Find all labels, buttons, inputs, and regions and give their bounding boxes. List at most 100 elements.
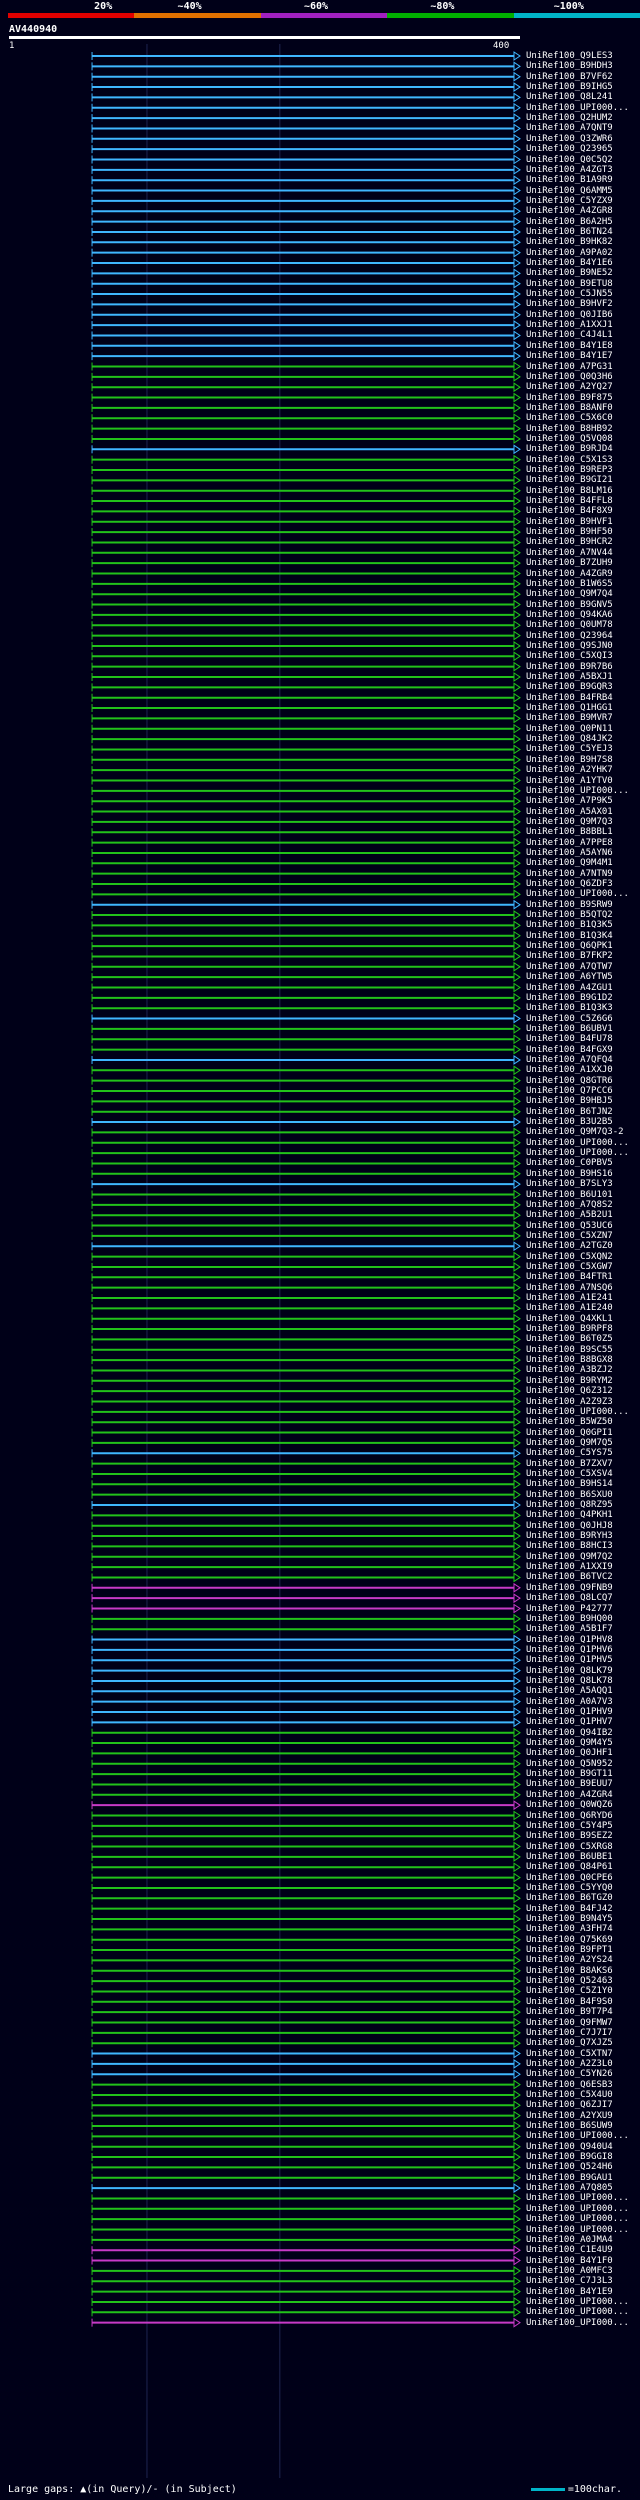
hit-label[interactable]: UniRef100_A2YS24 (526, 1955, 613, 1966)
hit-label[interactable]: UniRef100_Q0JHJ8 (526, 1520, 613, 1531)
hit-label[interactable]: UniRef100_B1Q3K5 (526, 920, 613, 931)
hit-label[interactable]: UniRef100_B8ANF0 (526, 402, 613, 413)
hit-label[interactable]: UniRef100_B9H7S8 (526, 754, 613, 765)
hit-label[interactable]: UniRef100_C0PBV5 (526, 1158, 613, 1169)
hit-label[interactable]: UniRef100_Q2HUM2 (526, 113, 613, 124)
hit-label[interactable]: UniRef100_A7QFQ4 (526, 1054, 613, 1065)
hit-label[interactable]: UniRef100_B4F8X9 (526, 506, 613, 517)
hit-label[interactable]: UniRef100_Q1PHV9 (526, 1707, 613, 1717)
hit-label[interactable]: UniRef100_UPI000... (526, 785, 629, 796)
hit-label[interactable]: UniRef100_B9GQR3 (526, 682, 613, 693)
hit-label[interactable]: UniRef100_B9GI21 (526, 475, 613, 486)
hit-label[interactable]: UniRef100_C5XGW7 (526, 1261, 613, 1272)
hit-label[interactable]: UniRef100_A3FH74 (526, 1924, 613, 1935)
hit-label[interactable]: UniRef100_Q6QPK1 (526, 941, 613, 952)
hit-label[interactable]: UniRef100_Q9M4Y5 (526, 1738, 613, 1749)
hit-label[interactable]: UniRef100_B9ETU8 (526, 278, 613, 289)
hit-label[interactable]: UniRef100_A1E240 (526, 1303, 613, 1314)
hit-label[interactable]: UniRef100_C5YEJ3 (526, 744, 613, 755)
hit-label[interactable]: UniRef100_Q6ZJI7 (526, 2100, 613, 2111)
hit-label[interactable]: UniRef100_B6U101 (526, 1189, 613, 1200)
hit-label[interactable]: UniRef100_Q9FMW7 (526, 2017, 613, 2028)
hit-label[interactable]: UniRef100_B9RYH3 (526, 1531, 613, 1542)
hit-label[interactable]: UniRef100_Q5VQ08 (526, 433, 613, 444)
hit-label[interactable]: UniRef100_B9HVF2 (526, 299, 613, 310)
hit-label[interactable]: UniRef100_B9G1D2 (526, 992, 613, 1003)
hit-label[interactable]: UniRef100_A4ZGR8 (526, 206, 613, 217)
hit-label[interactable]: UniRef100_B9GAU1 (526, 2172, 613, 2183)
hit-label[interactable]: UniRef100_C5X1S3 (526, 454, 613, 465)
hit-label[interactable]: UniRef100_B7ZXV7 (526, 1458, 613, 1469)
hit-label[interactable]: UniRef100_Q8LK79 (526, 1665, 613, 1676)
hit-label[interactable]: UniRef100_B4Y1E7 (526, 351, 613, 362)
hit-label[interactable]: UniRef100_B4Y1E9 (526, 2286, 613, 2297)
hit-label[interactable]: UniRef100_A7NSQ6 (526, 1282, 613, 1293)
hit-label[interactable]: UniRef100_B5WZ50 (526, 1417, 613, 1428)
hit-label[interactable]: UniRef100_Q94KA6 (526, 609, 613, 620)
hit-label[interactable]: UniRef100_B9HDH3 (526, 61, 613, 72)
hit-label[interactable]: UniRef100_C5XRG8 (526, 1841, 613, 1852)
hit-label[interactable]: UniRef100_B9GGI8 (526, 2152, 613, 2163)
hit-label[interactable]: UniRef100_UPI000... (526, 102, 629, 113)
hit-label[interactable]: UniRef100_B8HB92 (526, 423, 613, 434)
hit-label[interactable]: UniRef100_P42777 (526, 1603, 613, 1614)
hit-label[interactable]: UniRef100_Q1PHV7 (526, 1717, 613, 1728)
hit-label[interactable]: UniRef100_Q9M7Q4 (526, 589, 613, 600)
hit-label[interactable]: UniRef100_B1Q3K4 (526, 930, 613, 941)
hit-label[interactable]: UniRef100_Q0CPE6 (526, 1872, 613, 1883)
hit-label[interactable]: UniRef100_B9SEZ2 (526, 1831, 613, 1842)
hit-label[interactable]: UniRef100_Q1PHV6 (526, 1644, 613, 1655)
hit-label[interactable]: UniRef100_UPI000... (526, 1148, 629, 1159)
hit-label[interactable]: UniRef100_A4ZGT3 (526, 164, 613, 175)
hit-label[interactable]: UniRef100_B9FPT1 (526, 1945, 613, 1956)
hit-label[interactable]: UniRef100_Q9M7Q3 (526, 816, 613, 827)
hit-label[interactable]: UniRef100_C5YYQ0 (526, 1882, 613, 1893)
hit-label[interactable]: UniRef100_A4ZGR9 (526, 568, 613, 579)
hit-label[interactable]: UniRef100_A1YTV0 (526, 775, 613, 786)
hit-label[interactable]: UniRef100_A7QTW7 (526, 961, 613, 972)
hit-label[interactable]: UniRef100_A5B2U1 (526, 1210, 613, 1221)
hit-label[interactable]: UniRef100_B9EUU7 (526, 1779, 613, 1790)
hit-label[interactable]: UniRef100_UPI000... (526, 889, 629, 900)
hit-label[interactable]: UniRef100_C7J3L3 (526, 2276, 613, 2287)
hit-label[interactable]: UniRef100_Q52463 (526, 1976, 613, 1987)
hit-label[interactable]: UniRef100_B4FTR1 (526, 1272, 613, 1283)
hit-label[interactable]: UniRef100_B9R7B6 (526, 661, 613, 672)
hit-label[interactable]: UniRef100_B9HS16 (526, 1168, 613, 1179)
hit-label[interactable]: UniRef100_Q6RYD6 (526, 1810, 613, 1821)
hit-label[interactable]: UniRef100_Q8LK78 (526, 1675, 613, 1686)
hit-label[interactable]: UniRef100_B4Y1F0 (526, 2255, 613, 2266)
hit-label[interactable]: UniRef100_C7J7I7 (526, 2027, 613, 2038)
hit-label[interactable]: UniRef100_A1XXJ0 (526, 1065, 613, 1076)
hit-label[interactable]: UniRef100_B3U2B5 (526, 1117, 613, 1128)
hit-label[interactable]: UniRef100_B9HCR2 (526, 537, 613, 548)
hit-label[interactable]: UniRef100_B1Q3K3 (526, 1003, 613, 1014)
hit-label[interactable]: UniRef100_Q7XJZ5 (526, 2038, 613, 2049)
hit-label[interactable]: UniRef100_A7PPE8 (526, 837, 613, 848)
hit-label[interactable]: UniRef100_C4J4L1 (526, 330, 613, 341)
hit-label[interactable]: UniRef100_B9T7P4 (526, 2007, 613, 2018)
hit-label[interactable]: UniRef100_Q94IB2 (526, 1727, 613, 1738)
hit-label[interactable]: UniRef100_A5B1F7 (526, 1624, 613, 1635)
hit-label[interactable]: UniRef100_Q7PCC6 (526, 1086, 613, 1096)
hit-label[interactable]: UniRef100_A0JMA4 (526, 2234, 613, 2245)
hit-label[interactable]: UniRef100_B6SUW9 (526, 2121, 613, 2131)
hit-label[interactable]: UniRef100_C5X6C0 (526, 413, 613, 424)
hit-label[interactable]: UniRef100_B6TGZ0 (526, 1893, 613, 1904)
hit-label[interactable]: UniRef100_B1A9R9 (526, 175, 613, 186)
hit-label[interactable]: UniRef100_UPI000... (526, 2203, 629, 2214)
hit-label[interactable]: UniRef100_A7P9K5 (526, 796, 613, 807)
hit-label[interactable]: UniRef100_B9HS14 (526, 1479, 613, 1490)
hit-label[interactable]: UniRef100_B6TN24 (526, 226, 613, 237)
hit-label[interactable]: UniRef100_B9F875 (526, 392, 613, 403)
hit-label[interactable]: UniRef100_B9REP3 (526, 465, 613, 475)
hit-label[interactable]: UniRef100_A1XXI9 (526, 1562, 613, 1573)
hit-label[interactable]: UniRef100_B6UBV1 (526, 1023, 613, 1034)
hit-label[interactable]: UniRef100_B7VF62 (526, 71, 613, 82)
hit-label[interactable]: UniRef100_Q8RZ95 (526, 1500, 613, 1510)
hit-label[interactable]: UniRef100_Q5N952 (526, 1758, 613, 1769)
hit-label[interactable]: UniRef100_Q6AMM5 (526, 185, 613, 196)
hit-label[interactable]: UniRef100_B8AKS6 (526, 1965, 613, 1976)
hit-label[interactable]: UniRef100_Q9M7Q3-2 (526, 1127, 624, 1138)
hit-label[interactable]: UniRef100_UPI000... (526, 2224, 629, 2235)
